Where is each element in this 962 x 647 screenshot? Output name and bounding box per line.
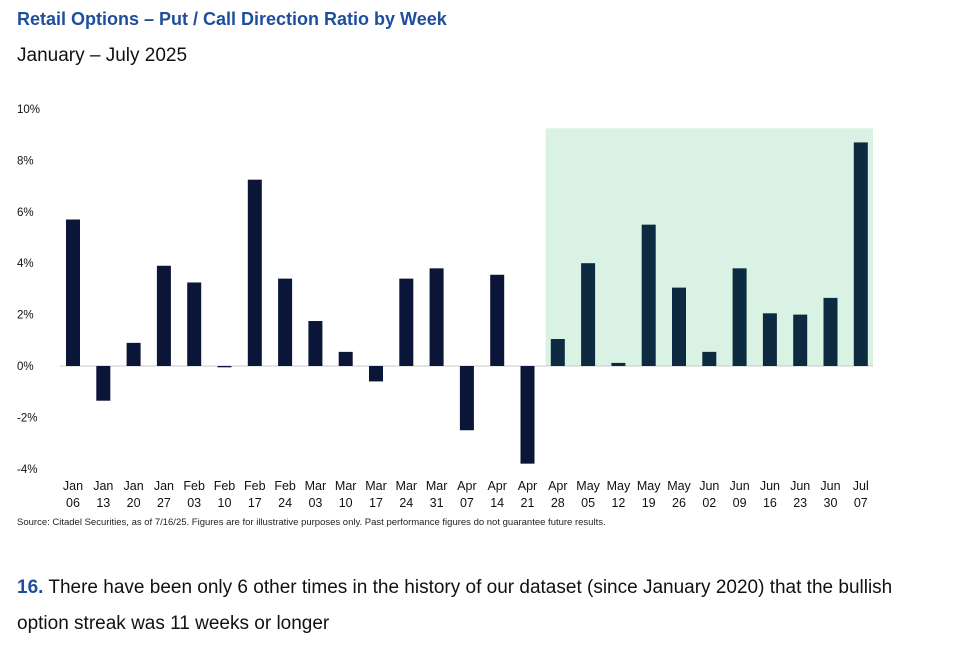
- y-tick-label: 0%: [17, 361, 34, 373]
- x-tick-day: 14: [490, 496, 504, 510]
- chart-subtitle: January – July 2025: [17, 45, 188, 66]
- source-note: Source: Citadel Securities, as of 7/16/2…: [17, 517, 606, 528]
- x-tick-day: 20: [127, 496, 141, 510]
- x-tick-month: Jan: [93, 479, 113, 493]
- bar-may-12: [611, 362, 626, 366]
- x-tick-month: Jun: [820, 479, 840, 493]
- x-tick-month: Jun: [730, 479, 750, 493]
- x-tick-month: Apr: [487, 479, 506, 493]
- x-tick-month: Jun: [760, 479, 780, 493]
- x-tick-month: Mar: [396, 479, 418, 493]
- highlight-region: [545, 128, 873, 366]
- x-tick-day: 28: [551, 496, 565, 510]
- x-tick-month: May: [576, 479, 600, 493]
- y-tick-label: 6%: [17, 207, 34, 219]
- bar-jul-07: [853, 142, 868, 366]
- x-tick-day: 12: [611, 496, 625, 510]
- bar-apr-21: [520, 366, 535, 464]
- x-tick-day: 09: [733, 496, 747, 510]
- x-tick-day: 03: [308, 496, 322, 510]
- x-tick-day: 23: [793, 496, 807, 510]
- x-tick-day: 07: [854, 496, 868, 510]
- x-tick-month: Jun: [699, 479, 719, 493]
- bar-jan-13: [96, 366, 111, 401]
- x-tick-day: 19: [642, 496, 656, 510]
- x-tick-day: 24: [278, 496, 292, 510]
- x-tick-day: 10: [218, 496, 232, 510]
- bar-jun-23: [793, 314, 808, 366]
- x-tick-day: 16: [763, 496, 777, 510]
- bar-feb-17: [247, 179, 262, 366]
- x-tick-day: 13: [96, 496, 110, 510]
- y-tick-label: -4%: [17, 464, 37, 476]
- x-tick-day: 06: [66, 496, 80, 510]
- bar-mar-31: [429, 268, 444, 366]
- x-tick-day: 21: [521, 496, 535, 510]
- x-tick-day: 26: [672, 496, 686, 510]
- x-tick-month: Mar: [335, 479, 357, 493]
- x-tick-month: Jan: [63, 479, 83, 493]
- bar-apr-14: [490, 274, 505, 366]
- footnote-text: There have been only 6 other times in th…: [17, 577, 893, 634]
- bar-mar-03: [308, 321, 323, 366]
- x-tick-day: 17: [248, 496, 262, 510]
- bar-may-19: [641, 224, 656, 366]
- y-tick-label: -2%: [17, 412, 37, 424]
- bar-mar-10: [338, 351, 353, 366]
- x-tick-month: May: [607, 479, 631, 493]
- x-tick-month: Jul: [853, 479, 869, 493]
- bar-feb-24: [278, 278, 293, 366]
- bar-may-05: [581, 263, 596, 366]
- x-tick-month: Mar: [426, 479, 448, 493]
- x-tick-month: Jun: [790, 479, 810, 493]
- x-tick-day: 02: [702, 496, 716, 510]
- x-tick-month: Feb: [183, 479, 205, 493]
- x-tick-month: Apr: [457, 479, 476, 493]
- x-tick-month: May: [667, 479, 691, 493]
- x-tick-day: 05: [581, 496, 595, 510]
- bar-jun-02: [702, 351, 717, 366]
- bar-jun-30: [823, 297, 838, 366]
- bar-apr-28: [550, 339, 565, 366]
- x-tick-month: Apr: [548, 479, 567, 493]
- bar-chart: 10% 8% 6% 4% 2% 0% -2% -4% Jan 06 Jan 13 Jan 20 Jan 27 F…: [17, 104, 873, 510]
- bar-mar-17: [369, 366, 383, 382]
- x-tick-day: 30: [824, 496, 838, 510]
- bar-jun-16: [762, 313, 777, 366]
- x-tick-month: Jan: [124, 479, 144, 493]
- chart-title: Retail Options – Put / Call Direction Ra…: [17, 9, 447, 29]
- bar-jan-20: [126, 342, 141, 366]
- x-tick-day: 17: [369, 496, 383, 510]
- footnote-paragraph: 16. There have been only 6 other times i…: [17, 570, 917, 642]
- bar-jun-09: [732, 268, 747, 366]
- x-tick-month: Mar: [365, 479, 387, 493]
- bar-may-26: [672, 287, 686, 366]
- x-tick-month: Jan: [154, 479, 174, 493]
- bar-mar-24: [399, 278, 414, 366]
- x-tick-month: Feb: [214, 479, 236, 493]
- y-tick-label: 10%: [17, 104, 40, 116]
- bar-jan-27: [156, 265, 171, 366]
- x-tick-month: Apr: [518, 479, 537, 493]
- x-tick-day: 31: [430, 496, 444, 510]
- x-tick-month: Mar: [305, 479, 327, 493]
- x-tick-day: 27: [157, 496, 171, 510]
- y-tick-label: 2%: [17, 310, 34, 322]
- bar-apr-07: [459, 366, 474, 431]
- x-tick-day: 24: [399, 496, 413, 510]
- bar-feb-03: [187, 282, 202, 366]
- y-tick-label: 4%: [17, 258, 34, 270]
- x-tick-month: Feb: [244, 479, 266, 493]
- x-tick-day: 03: [187, 496, 201, 510]
- bar-jan-06: [66, 219, 80, 366]
- x-tick-month: May: [637, 479, 661, 493]
- x-tick-day: 07: [460, 496, 474, 510]
- x-tick-day: 10: [339, 496, 353, 510]
- x-tick-month: Feb: [274, 479, 296, 493]
- y-tick-label: 8%: [17, 155, 34, 167]
- bar-feb-10: [217, 366, 232, 368]
- footnote-number: 16.: [17, 577, 44, 598]
